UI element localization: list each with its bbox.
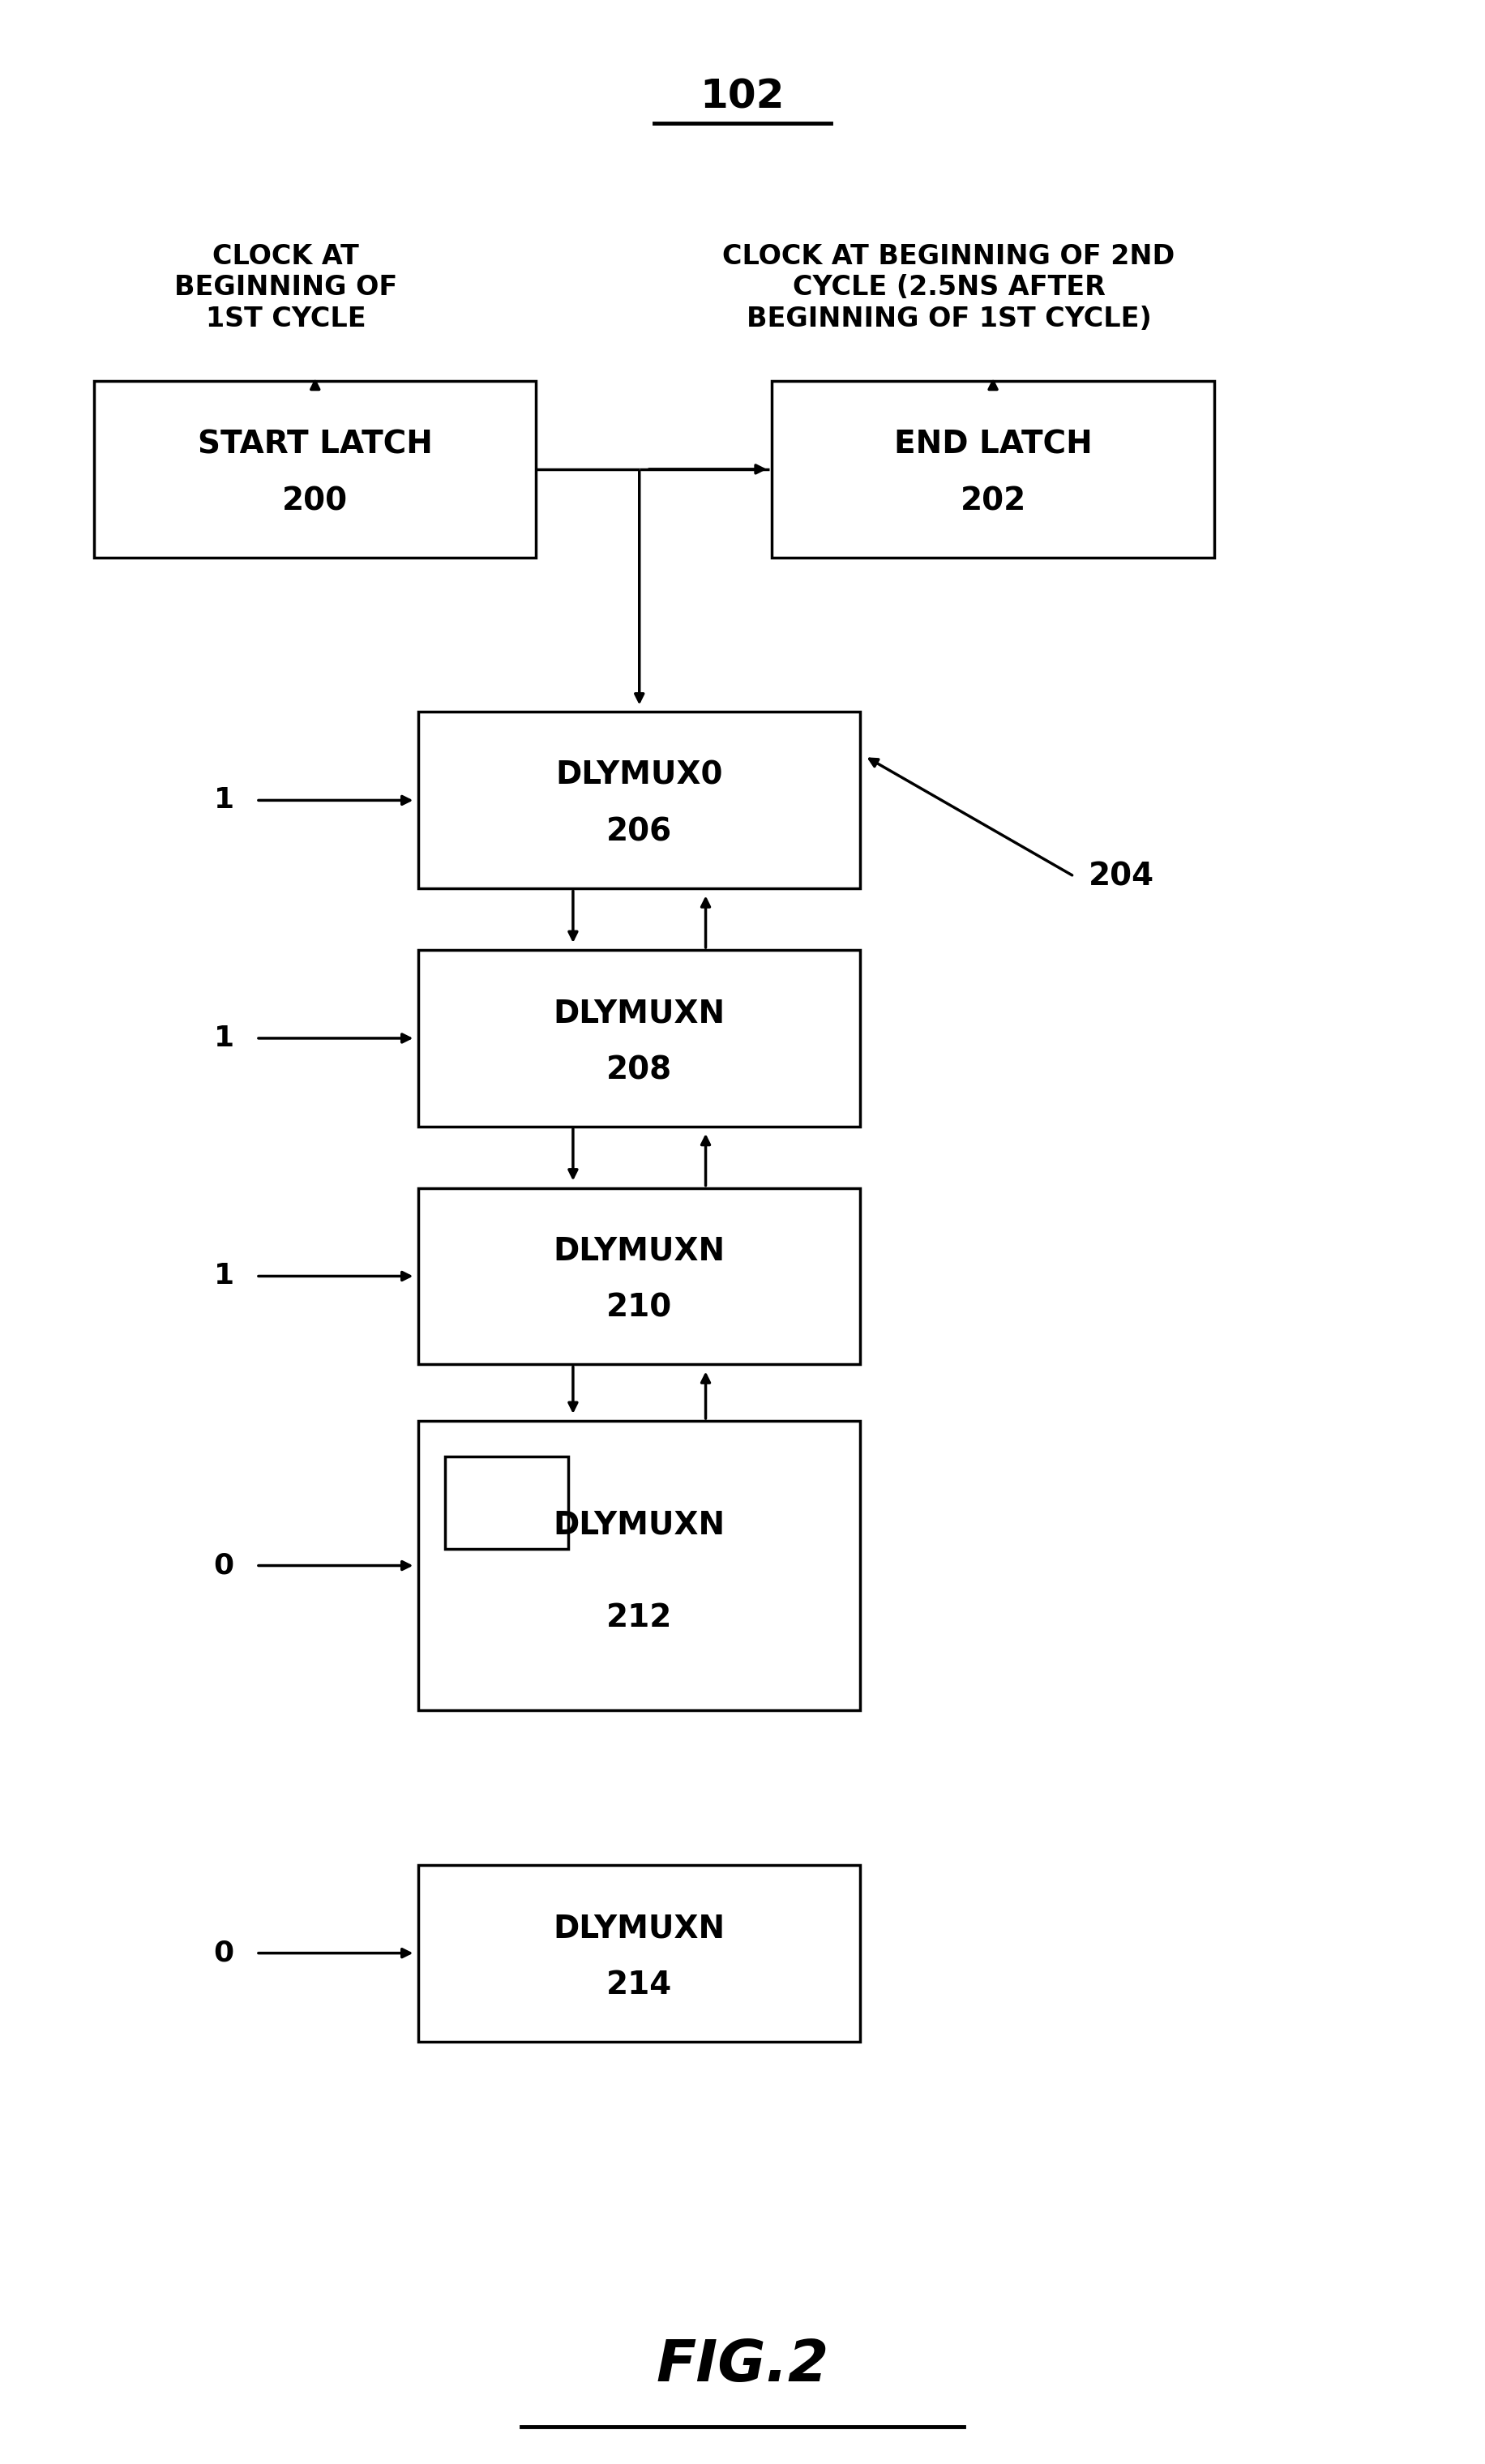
- Text: 204: 204: [1089, 860, 1155, 892]
- Text: CLOCK AT
BEGINNING OF
1ST CYCLE: CLOCK AT BEGINNING OF 1ST CYCLE: [174, 244, 396, 333]
- Bar: [419, 1188, 860, 1365]
- Text: 210: 210: [606, 1294, 673, 1323]
- Text: DLYMUXN: DLYMUXN: [554, 1912, 725, 1944]
- Text: 1: 1: [214, 1262, 235, 1291]
- Text: DLYMUXN: DLYMUXN: [554, 1510, 725, 1540]
- Bar: [772, 382, 1215, 557]
- Bar: [419, 1422, 860, 1710]
- Text: 1: 1: [214, 786, 235, 813]
- Text: 212: 212: [606, 1602, 673, 1634]
- Bar: [419, 951, 860, 1126]
- Text: 102: 102: [699, 76, 786, 116]
- Text: 200: 200: [282, 485, 347, 517]
- Text: DLYMUX0: DLYMUX0: [555, 761, 723, 791]
- Bar: [419, 1865, 860, 2040]
- Text: FIG.2: FIG.2: [656, 2338, 829, 2393]
- Text: 0: 0: [214, 1552, 235, 1579]
- Text: DLYMUXN: DLYMUXN: [554, 1237, 725, 1266]
- Text: START LATCH: START LATCH: [198, 429, 432, 461]
- Text: END LATCH: END LATCH: [894, 429, 1093, 461]
- Text: 202: 202: [961, 485, 1026, 517]
- Bar: [446, 1456, 569, 1550]
- Text: 206: 206: [606, 816, 673, 848]
- Bar: [94, 382, 536, 557]
- Text: 214: 214: [606, 1969, 673, 2001]
- Bar: [419, 712, 860, 890]
- Text: DLYMUXN: DLYMUXN: [554, 998, 725, 1030]
- Text: CLOCK AT BEGINNING OF 2ND
CYCLE (2.5NS AFTER
BEGINNING OF 1ST CYCLE): CLOCK AT BEGINNING OF 2ND CYCLE (2.5NS A…: [723, 244, 1175, 333]
- Text: 1: 1: [214, 1025, 235, 1052]
- Text: 208: 208: [606, 1055, 673, 1087]
- Text: 0: 0: [214, 1939, 235, 1966]
